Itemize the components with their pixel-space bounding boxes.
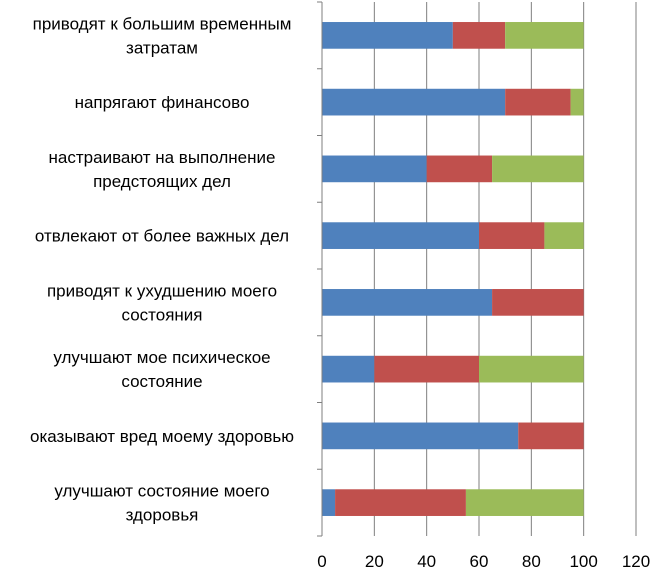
x-tick-label: 80 xyxy=(522,552,541,571)
x-tick-label: 60 xyxy=(470,552,489,571)
bar-series-3 xyxy=(544,222,584,249)
bar-series-3 xyxy=(570,88,584,116)
category-label: приводят к большим временным xyxy=(33,14,292,33)
bar-series-2 xyxy=(479,222,545,249)
bar-series-3 xyxy=(492,155,584,183)
category-label: оказывают вред моему здоровью xyxy=(30,427,294,446)
category-label: состояния xyxy=(122,305,203,324)
category-label: напрягают финансово xyxy=(75,93,250,112)
bar-series-1 xyxy=(322,222,479,249)
gridlines xyxy=(373,2,637,536)
bar-series-1 xyxy=(322,88,506,116)
bar-series-3 xyxy=(479,355,584,383)
category-label: здоровья xyxy=(126,506,199,525)
bar-series-3 xyxy=(505,22,584,49)
category-label: затратам xyxy=(126,38,198,57)
bar-series-1 xyxy=(322,489,336,516)
bar-series-1 xyxy=(322,155,427,183)
bar-series-2 xyxy=(452,22,506,49)
bar-series-2 xyxy=(335,489,466,516)
x-tick-label: 100 xyxy=(569,552,597,571)
bar-series-1 xyxy=(322,422,519,450)
category-label: предстоящих дел xyxy=(93,172,231,191)
x-tick-label: 20 xyxy=(365,552,384,571)
bar-series-2 xyxy=(492,289,584,316)
x-tick-label: 40 xyxy=(417,552,436,571)
bar-series-2 xyxy=(518,422,584,450)
bar-series-2 xyxy=(505,88,571,116)
category-label: настраивают на выполнение xyxy=(49,148,276,167)
bar-series-1 xyxy=(322,289,493,316)
category-label: улучшают состояние моего xyxy=(54,482,269,501)
category-label: отвлекают от более важных дел xyxy=(35,227,289,246)
x-tick-label: 0 xyxy=(317,552,326,571)
bar-series-2 xyxy=(426,155,493,183)
bar-series-1 xyxy=(322,22,453,49)
labels: 0 20 40 60 80 100 120 приводят к большим времен… xyxy=(30,14,650,571)
axes xyxy=(317,1,323,537)
bar-series-2 xyxy=(374,355,479,383)
bar-series-1 xyxy=(322,355,375,383)
category-label: состояние xyxy=(121,372,202,391)
x-tick-label: 120 xyxy=(622,552,650,571)
bars xyxy=(322,22,584,516)
category-label: улучшают мое психическое xyxy=(53,348,270,367)
bar-series-3 xyxy=(465,489,584,516)
category-label: приводят к ухудшению моего xyxy=(47,281,277,300)
